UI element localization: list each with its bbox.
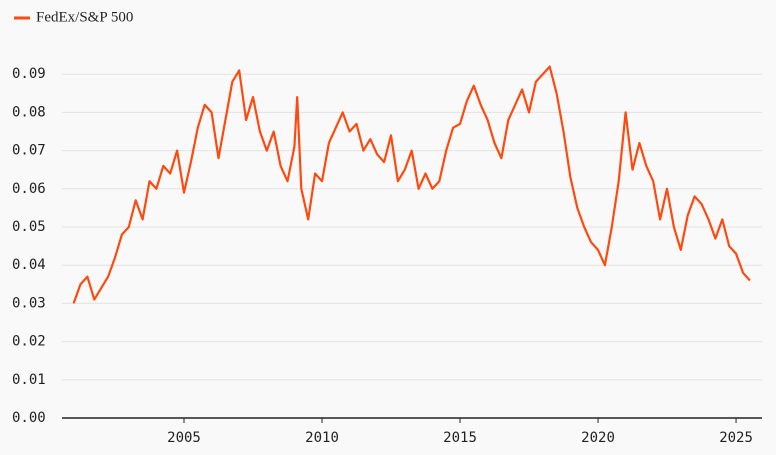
y-tick-label: 0.09 xyxy=(12,66,46,82)
y-tick-label: 0.02 xyxy=(12,334,46,350)
x-tick-label: 2010 xyxy=(305,430,339,446)
line xyxy=(72,65,751,304)
y-tick-label: 0.08 xyxy=(12,104,46,120)
y-tick-label: 0.07 xyxy=(12,143,46,159)
y-tick-label: 0.04 xyxy=(12,257,46,273)
x-tick-label: 2025 xyxy=(719,430,753,446)
y-tick-label: 0.05 xyxy=(12,219,46,235)
y-tick-label: 0.06 xyxy=(12,181,46,197)
y-tick-label: 0.00 xyxy=(12,410,46,426)
x-tick-label: 2015 xyxy=(443,430,477,446)
y-tick-label: 0.03 xyxy=(12,295,46,311)
legend-label: FedEx/S&P 500 xyxy=(36,9,133,25)
y-tick-label: 0.01 xyxy=(12,372,46,388)
x-tick-label: 2020 xyxy=(581,430,615,446)
x-tick-label: 2005 xyxy=(167,430,201,446)
